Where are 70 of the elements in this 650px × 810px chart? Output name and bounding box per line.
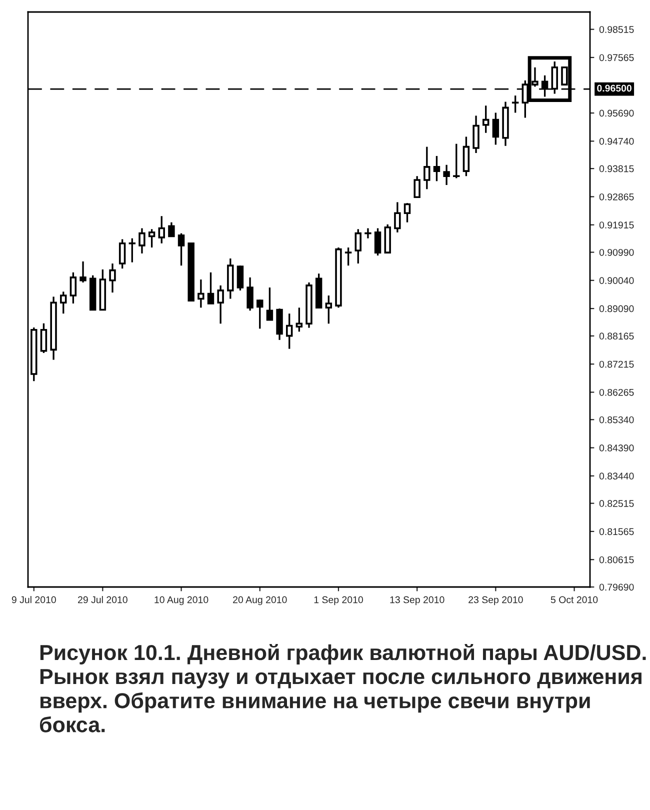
candlestick bbox=[296, 306, 303, 332]
candlestick bbox=[158, 215, 165, 244]
candlestick bbox=[266, 286, 274, 321]
x-tick-label: 20 Aug 2010 bbox=[233, 596, 287, 606]
y-tick-label: 0.79690 bbox=[599, 584, 634, 591]
y-tick-label: 0.86265 bbox=[599, 388, 634, 396]
x-tick-label: 29 Jul 2010 bbox=[78, 596, 128, 604]
y-tick-label: 0.80615 bbox=[599, 556, 634, 564]
candlestick bbox=[168, 221, 175, 238]
candlestick bbox=[364, 227, 372, 240]
candlestick bbox=[482, 104, 490, 134]
candlestick bbox=[433, 155, 440, 182]
x-tick-label: 10 Aug 2010 bbox=[154, 596, 208, 606]
candlestick bbox=[60, 290, 67, 314]
y-tick-label: 0.81565 bbox=[599, 528, 634, 536]
candlestick bbox=[512, 94, 519, 114]
candlestick bbox=[561, 66, 568, 86]
candlestick bbox=[118, 238, 126, 270]
candlestick bbox=[178, 232, 185, 266]
y-tick-label: 0.87215 bbox=[599, 360, 634, 368]
x-tick-label: 23 Sep 2010 bbox=[468, 596, 523, 606]
ref-line-label: 0.96500 bbox=[597, 84, 632, 92]
candlestick bbox=[148, 228, 156, 248]
y-tick-label: 0.82515 bbox=[599, 500, 634, 507]
y-tick-label: 0.93815 bbox=[599, 165, 634, 172]
x-tick-label: 9 Jul 2010 bbox=[12, 596, 56, 604]
candlestick bbox=[453, 142, 460, 180]
y-tick-label: 0.95690 bbox=[599, 110, 634, 117]
y-tick-label: 0.85340 bbox=[599, 416, 634, 424]
y-tick-label: 0.84390 bbox=[599, 444, 634, 452]
candlestick bbox=[286, 312, 293, 350]
y-tick-label: 0.88165 bbox=[599, 332, 634, 340]
candlestick bbox=[424, 146, 430, 190]
text: Рисунок 10.1. Дневной график валютной пары AUD/USD. Рынок взял паузу и отдыхает после сильного движения вверх. Обратите внимание на четыре свечи внутри бокса. bbox=[40, 644, 646, 732]
y-tick-label: 0.90990 bbox=[599, 248, 634, 256]
candlestick bbox=[40, 322, 48, 354]
candlestick bbox=[138, 227, 146, 254]
x-tick-label: 5 Oct 2010 bbox=[550, 596, 598, 604]
candlestick bbox=[325, 294, 332, 324]
y-tick-label: 0.94740 bbox=[599, 138, 634, 145]
candlestick bbox=[344, 246, 352, 266]
candlestick bbox=[354, 228, 362, 264]
candlestick bbox=[80, 260, 86, 284]
candlestick bbox=[394, 201, 401, 234]
y-tick-label: 0.91915 bbox=[599, 222, 634, 228]
candlestick bbox=[472, 114, 480, 154]
candlestick bbox=[128, 237, 136, 264]
candlestick bbox=[70, 272, 77, 304]
y-tick-label: 0.89090 bbox=[599, 305, 634, 312]
candlestick bbox=[492, 112, 500, 146]
y-tick-label: 0.98515 bbox=[599, 26, 634, 33]
candlestick bbox=[532, 66, 538, 88]
candlestick bbox=[414, 175, 420, 198]
candlestick bbox=[236, 264, 244, 292]
candlestick bbox=[404, 202, 411, 224]
y-tick-label: 0.92865 bbox=[599, 193, 634, 200]
candlestick bbox=[246, 276, 254, 312]
y-tick-label: 0.90040 bbox=[599, 277, 634, 284]
x-tick-label: 1 Sep 2010 bbox=[314, 596, 363, 606]
candlestick bbox=[276, 308, 283, 341]
candlestick bbox=[198, 278, 204, 308]
candlestick bbox=[256, 298, 264, 330]
y-tick-label: 0.97565 bbox=[599, 54, 634, 62]
candlestick bbox=[217, 284, 224, 324]
candlestick bbox=[109, 262, 116, 294]
candlestick bbox=[207, 272, 214, 304]
y-tick-label: 0.83440 bbox=[599, 472, 634, 480]
x-tick-label: 13 Sep 2010 bbox=[390, 596, 444, 606]
candlestick bbox=[374, 227, 382, 256]
candlestick bbox=[443, 164, 450, 186]
